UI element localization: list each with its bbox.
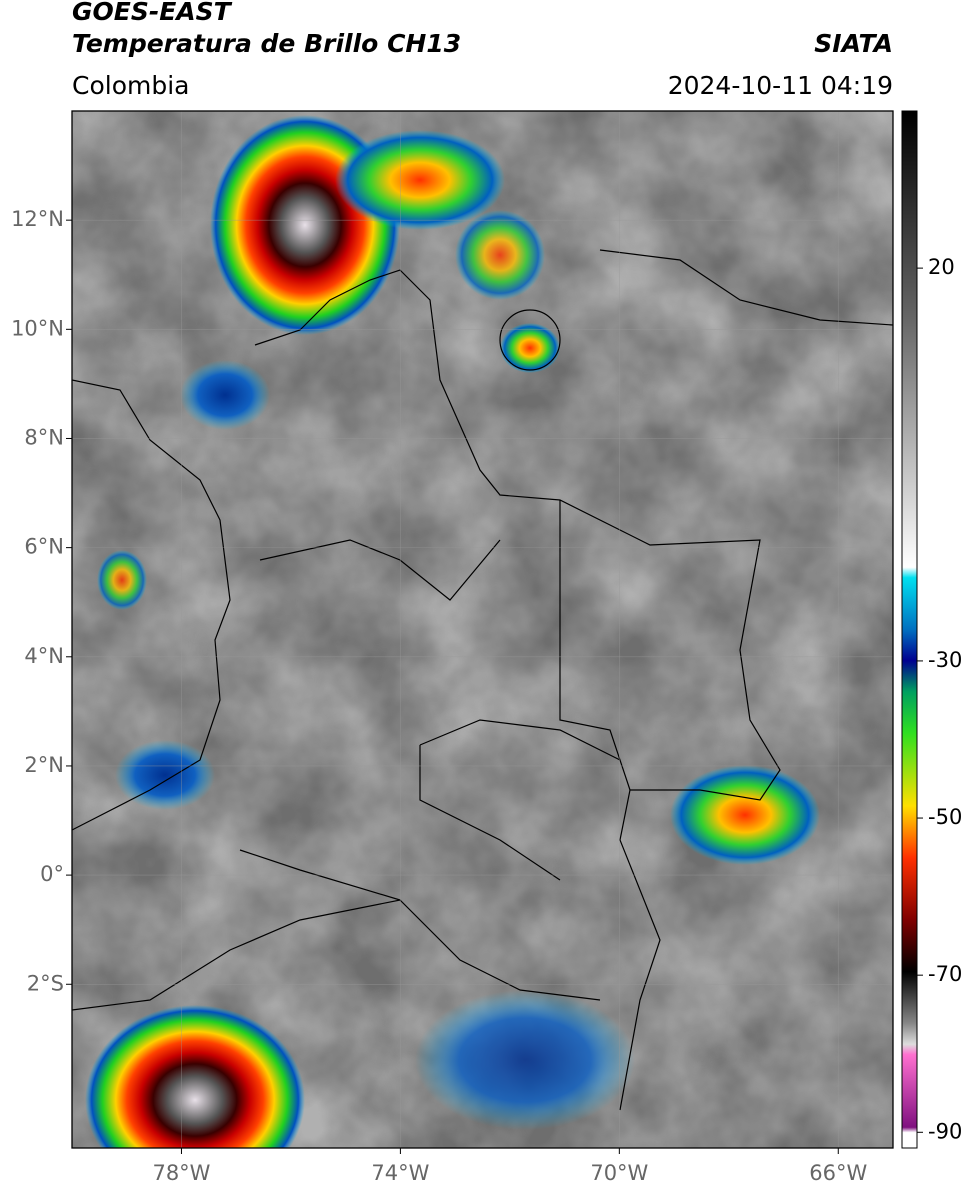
colorbar-tick-label: -90	[928, 1119, 962, 1143]
x-tick-label: 70°W	[590, 1161, 648, 1185]
colorbar-tick-label: -70	[928, 962, 962, 986]
y-tick-label: 2°N	[24, 753, 64, 777]
y-tick-label: 8°N	[24, 425, 64, 449]
y-tick-label: 10°N	[11, 316, 64, 340]
subtitle: Temperatura de Brillo CH13	[72, 29, 461, 58]
colorbar-tick-label: -50	[928, 805, 962, 829]
title: GOES-EAST	[72, 0, 233, 26]
region: Colombia	[72, 71, 189, 100]
y-tick-label: 2°S	[27, 971, 64, 995]
colorbar-tick-label: -30	[928, 648, 962, 672]
map-frame	[71, 110, 894, 1149]
satellite-image	[72, 111, 893, 1148]
datetime: 2024-10-11 04:19	[668, 71, 893, 100]
y-tick-label: 6°N	[24, 535, 64, 559]
x-tick-label: 78°W	[152, 1161, 210, 1185]
y-tick-label: 12°N	[11, 207, 64, 231]
x-tick-label: 66°W	[809, 1161, 867, 1185]
y-tick-label: 0°	[40, 862, 64, 886]
graticule	[72, 111, 893, 1148]
source: SIATA	[814, 29, 893, 58]
colorbar-tick-label: 20	[928, 255, 955, 279]
colorbar	[901, 110, 918, 1149]
x-tick-label: 74°W	[371, 1161, 429, 1185]
y-tick-label: 4°N	[24, 644, 64, 668]
